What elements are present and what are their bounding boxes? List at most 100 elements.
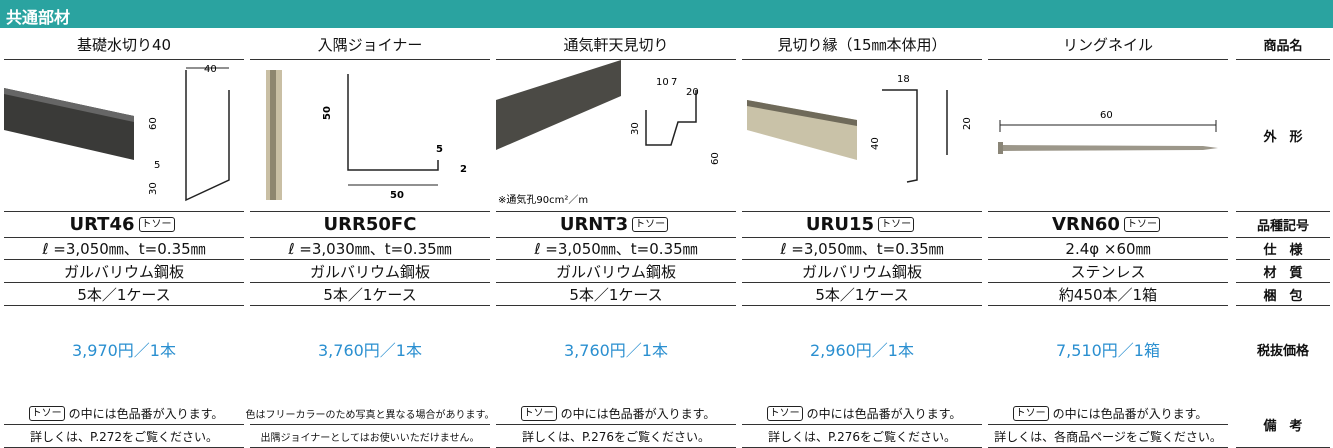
spec: ℓ =3,030㎜、t=0.35㎜ [250, 238, 490, 260]
row-label: 品種記号 [1236, 212, 1330, 238]
badge: トソー [28, 405, 65, 421]
price-cell: 3,760円／1本 [250, 306, 490, 392]
drawing: 10 7 20 30 60 ※通気孔90cm²／m [496, 60, 721, 206]
badge: トソー [766, 405, 803, 421]
packing: 約450本／1箱 [988, 283, 1228, 306]
text: 約450本／1箱 [1058, 285, 1158, 304]
image-cell [496, 60, 736, 212]
image-cell [4, 60, 244, 212]
dimension: 60 [1100, 110, 1113, 121]
text: の中には色品番が入ります。 [68, 406, 224, 421]
packing: 5本／1ケース [496, 283, 736, 306]
drawing: 60 [998, 110, 1218, 154]
dimension: 10 [656, 77, 669, 88]
dimension: 2 [460, 164, 467, 175]
badge: トソー [632, 217, 669, 232]
text: の中には色品番が入ります。 [806, 406, 962, 421]
dimension: 50 [390, 190, 404, 201]
text: ℓ =3,030㎜、t=0.35㎜ [288, 240, 452, 258]
text: 詳しくは、P.276をご覧ください。 [521, 429, 711, 444]
code-cell: URR50FC [250, 212, 490, 238]
code-cell: URT46 トソー [4, 212, 244, 238]
product-code: VRN60 [1052, 214, 1120, 235]
text: 基礎水切り40 [76, 36, 172, 54]
product-code: URT46 [69, 214, 135, 235]
row-label: 商品名 [1236, 30, 1330, 60]
code-cell: VRN60 トソー [988, 212, 1228, 238]
text: 出隅ジョイナーとしてはお使いいただけません。 [260, 432, 480, 444]
material: ガルバリウム鋼板 [250, 260, 490, 283]
spec: ℓ =3,050㎜、t=0.35㎜ [742, 238, 982, 260]
text: 材 質 [1263, 265, 1303, 281]
note: 出隅ジョイナーとしてはお使いいただけません。 [250, 425, 490, 448]
dimension: 20 [686, 87, 699, 98]
text: 5本／1ケース [323, 285, 417, 304]
text: 5本／1ケース [77, 285, 171, 304]
text: 品種記号 [1256, 219, 1309, 234]
spec: ℓ =3,050㎜、t=0.35㎜ [4, 238, 244, 260]
note: トソー の中には色品番が入ります。 [4, 402, 244, 425]
product-name: 見切り縁（15㎜本体用） [742, 30, 982, 60]
note: トソー の中には色品番が入ります。 [496, 402, 736, 425]
packing: 5本／1ケース [250, 283, 490, 306]
product-code: URR50FC [323, 214, 417, 235]
price-cell: 2,960円／1本 [742, 306, 982, 392]
dimension: 40 [204, 64, 217, 75]
text: 色はフリーカラーのため写真と異なる場合があります。 [245, 409, 495, 421]
drawing: 40 60 5 30 [4, 64, 230, 202]
row-label: 仕 様 [1236, 238, 1330, 260]
row-label: 税抜価格 [1236, 306, 1330, 392]
text: ガルバリウム鋼板 [309, 262, 430, 281]
text: ℓ =3,050㎜、t=0.35㎜ [534, 240, 698, 258]
dimension: 5 [436, 144, 443, 155]
badge: トソー [138, 217, 175, 232]
note: 詳しくは、P.276をご覧ください。 [496, 425, 736, 448]
image-cell [742, 60, 982, 212]
text: の中には色品番が入ります。 [560, 406, 716, 421]
text: ℓ =3,050㎜、t=0.35㎜ [780, 240, 944, 258]
dimension: 30 [148, 182, 159, 195]
row-label: 外 形 [1236, 60, 1330, 212]
text: ガルバリウム鋼板 [801, 262, 922, 281]
text: 梱 包 [1263, 288, 1303, 304]
price-cell: 3,970円／1本 [4, 306, 244, 392]
price: 7,510円／1箱 [1056, 341, 1160, 360]
image-cell [988, 60, 1228, 212]
caption: ※通気孔90cm²／m [498, 193, 588, 206]
packing: 5本／1ケース [742, 283, 982, 306]
row-label: 備 考 [1236, 402, 1330, 448]
product-code: URU15 [805, 214, 875, 235]
dimension: 18 [897, 74, 910, 85]
text: ℓ =3,050㎜、t=0.35㎜ [42, 240, 206, 258]
price: 3,760円／1本 [318, 341, 422, 360]
text: 商品名 [1263, 39, 1303, 54]
badge: トソー [1123, 217, 1160, 232]
text: ステンレス [1070, 262, 1146, 281]
row-label: 材 質 [1236, 260, 1330, 283]
material: ガルバリウム鋼板 [4, 260, 244, 283]
code-cell: URNT3 トソー [496, 212, 736, 238]
note: 色はフリーカラーのため写真と異なる場合があります。 [246, 402, 495, 425]
dimension: 60 [710, 152, 721, 165]
text: 5本／1ケース [569, 285, 663, 304]
text: の中には色品番が入ります。 [1052, 406, 1208, 421]
text: 備 考 [1263, 419, 1303, 434]
dimension: 30 [630, 122, 641, 135]
text: ガルバリウム鋼板 [63, 262, 184, 281]
drawing: 18 20 40 [747, 74, 973, 183]
text: 詳しくは、P.272をご覧ください。 [29, 429, 219, 444]
note: 詳しくは、P.272をご覧ください。 [4, 425, 244, 448]
note: トソー の中には色品番が入ります。 [742, 402, 982, 425]
image-cell [250, 60, 490, 212]
code-cell: URU15 トソー [742, 212, 982, 238]
spec: 2.4φ ×60㎜ [988, 238, 1228, 260]
note: 詳しくは、P.276をご覧ください。 [742, 425, 982, 448]
text: 見切り縁（15㎜本体用） [777, 36, 947, 54]
dimension: 60 [148, 117, 159, 130]
text: 2.4φ ×60㎜ [1065, 240, 1151, 258]
price-cell: 3,760円／1本 [496, 306, 736, 392]
text: 仕 様 [1263, 243, 1303, 258]
badge: トソー [878, 217, 915, 232]
badge: トソー [520, 405, 557, 421]
